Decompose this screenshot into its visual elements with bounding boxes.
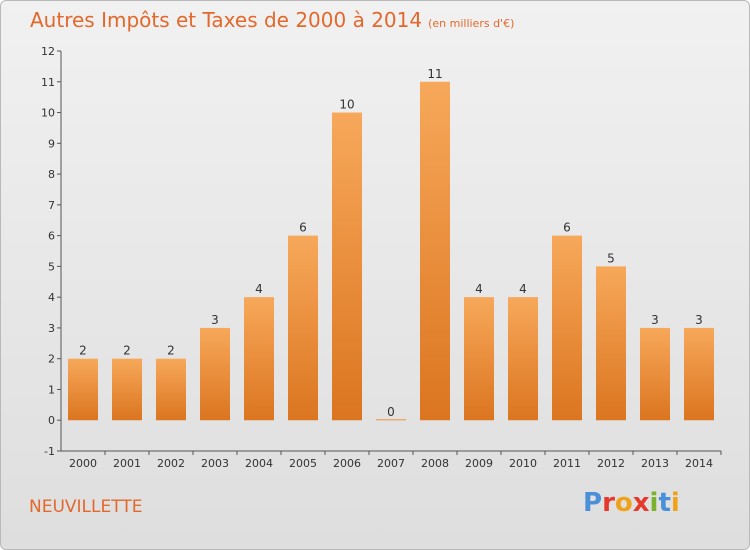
bar-2002 (156, 358, 186, 421)
bar-2013 (640, 327, 670, 421)
data-label-2012: 5 (607, 251, 615, 265)
x-tick-label-2008: 2008 (421, 457, 449, 470)
x-tick-label-2011: 2011 (553, 457, 581, 470)
x-tick-label-2007: 2007 (377, 457, 405, 470)
proxiti-logo[interactable]: Proxiti (583, 488, 680, 518)
data-label-2006: 10 (339, 98, 354, 112)
x-tick-label-2010: 2010 (509, 457, 537, 470)
data-label-2004: 4 (255, 282, 263, 296)
data-label-2009: 4 (475, 282, 483, 296)
y-tick-label: 5 (48, 260, 55, 273)
data-label-2011: 6 (563, 221, 571, 235)
x-tick-label-2009: 2009 (465, 457, 493, 470)
bar-2007 (376, 419, 406, 421)
x-tick-label-2012: 2012 (597, 457, 625, 470)
bars (68, 81, 714, 421)
bar-2010 (508, 297, 538, 421)
data-label-2014: 3 (695, 313, 703, 327)
bar-2008 (420, 81, 450, 421)
data-label-2001: 2 (123, 344, 131, 358)
x-tick-label-2001: 2001 (113, 457, 141, 470)
bar-2001 (112, 358, 142, 421)
bar-2006 (332, 112, 362, 421)
bar-2000 (68, 358, 98, 421)
y-tick-label: 12 (41, 45, 55, 58)
logo-letter: o (614, 488, 633, 518)
chart-title-text: Autres Impôts et Taxes de 2000 à 2014 (30, 8, 423, 32)
chart-unit: (en milliers d'€) (428, 17, 515, 30)
logo-letter: i (649, 488, 659, 518)
commune-name: NEUVILLETTE (29, 497, 143, 517)
y-tick-label: 7 (48, 199, 55, 212)
data-label-2007: 0 (387, 405, 395, 419)
data-label-2008: 11 (427, 67, 442, 81)
y-tick-label: 0 (48, 414, 55, 427)
bar-2004 (244, 297, 274, 421)
chart-title: Autres Impôts et Taxes de 2000 à 2014 (en… (30, 8, 514, 32)
x-tick-label-2000: 2000 (69, 457, 97, 470)
x-tick-label-2013: 2013 (641, 457, 669, 470)
y-tick-label: 3 (48, 322, 55, 335)
y-tick-label: 4 (48, 291, 55, 304)
logo-letter: i (670, 488, 680, 518)
x-tick-label-2006: 2006 (333, 457, 361, 470)
logo-letter: P (583, 488, 603, 518)
data-labels: 2 2 2 3 4 6 10 0 11 4 4 6 5 3 3 (79, 67, 703, 419)
x-tick-label-2004: 2004 (245, 457, 273, 470)
data-label-2005: 6 (299, 221, 307, 235)
x-tick-label-2002: 2002 (157, 457, 185, 470)
logo-letter: t (658, 488, 671, 518)
y-tick-label: 10 (41, 107, 55, 120)
x-tick-label-2014: 2014 (685, 457, 713, 470)
data-label-2013: 3 (651, 313, 659, 327)
bar-2014 (684, 327, 714, 421)
y-tick-label: 2 (48, 353, 55, 366)
logo-letter: r (602, 488, 615, 518)
x-tick-label-2003: 2003 (201, 457, 229, 470)
y-tick-label: 8 (48, 168, 55, 181)
y-tick-label: 9 (48, 137, 55, 150)
x-tick-label-2005: 2005 (289, 457, 317, 470)
bar-2005 (288, 235, 318, 421)
y-tick-label: 11 (41, 76, 55, 89)
logo-letter: x (632, 488, 650, 518)
bar-2012 (596, 266, 626, 421)
bar-2011 (552, 235, 582, 421)
y-tick-label: 6 (48, 230, 55, 243)
data-label-2010: 4 (519, 282, 527, 296)
bar-2003 (200, 327, 230, 421)
data-label-2000: 2 (79, 344, 87, 358)
data-label-2002: 2 (167, 344, 175, 358)
y-tick-label: -1 (44, 445, 55, 458)
data-label-2003: 3 (211, 313, 219, 327)
y-tick-label: 1 (48, 383, 55, 396)
bar-2009 (464, 297, 494, 421)
